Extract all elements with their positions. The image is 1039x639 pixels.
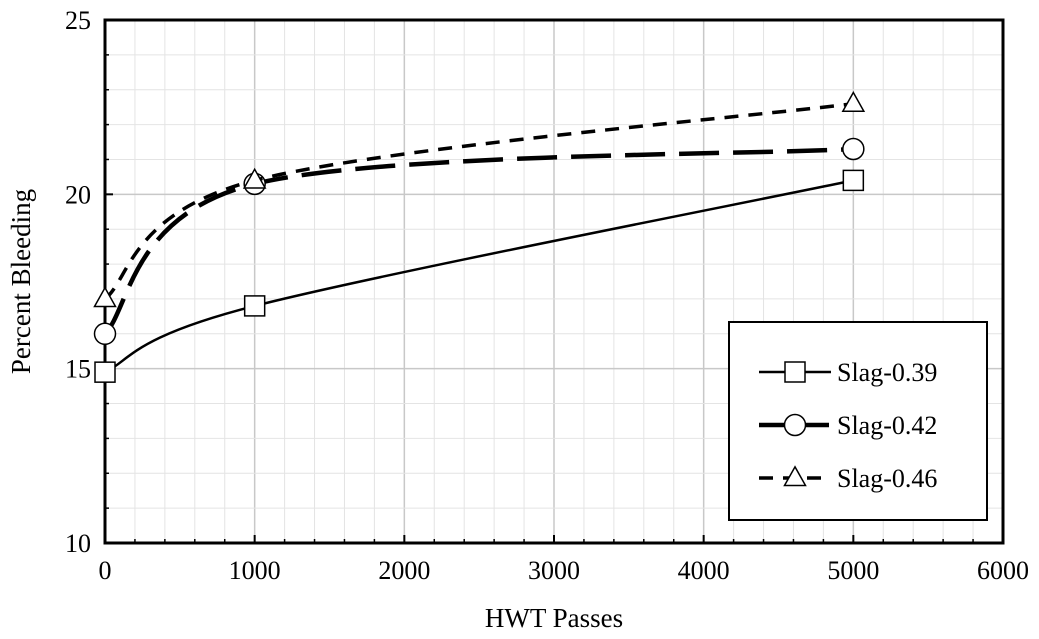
axis-labels: 0 1000 2000 3000 4000 5000 6000 10 15 20 25 (65, 6, 1029, 585)
series-Slag-0.46 (93, 90, 866, 308)
legend-label: Slag-0.42 (837, 411, 937, 440)
legend-item: Slag-0.46 (759, 464, 937, 493)
x-tick-label: 4000 (678, 556, 730, 585)
legend-marker-triangle (783, 465, 807, 487)
legend-marker-circle (783, 413, 807, 437)
y-tick-label: 25 (65, 6, 91, 35)
data-point-square (94, 361, 116, 383)
series-line (103, 146, 854, 336)
data-point-circle (93, 322, 117, 346)
x-tick-label: 5000 (827, 556, 879, 585)
series-line (103, 101, 854, 301)
x-tick-label: 6000 (977, 556, 1029, 585)
legend-label: Slag-0.39 (837, 358, 937, 387)
y-tick-label: 15 (65, 355, 91, 384)
data-point-triangle (242, 167, 267, 189)
data-point-circle (842, 137, 865, 161)
series-layer (93, 90, 866, 383)
y-tick-label: 10 (65, 529, 91, 558)
x-tick-label: 3000 (528, 556, 580, 585)
legend-item: Slag-0.39 (759, 358, 937, 387)
data-point-triangle (93, 286, 117, 308)
legend-item: Slag-0.42 (759, 411, 937, 440)
legend-marker-square (784, 361, 806, 383)
data-point-square (243, 295, 266, 317)
x-tick-label: 1000 (229, 556, 281, 585)
x-tick-label: 2000 (378, 556, 430, 585)
x-tick-label: 0 (99, 556, 112, 585)
series-Slag-0.39 (94, 169, 865, 383)
y-tick-label: 20 (65, 180, 91, 209)
legend-box (728, 321, 988, 521)
data-point-triangle (841, 90, 866, 112)
data-point-square (842, 169, 865, 192)
y-axis-title: Percent Bleeding (6, 189, 36, 374)
legend: Slag-0.39 Slag-0.42 Slag-0.46 (728, 321, 988, 521)
legend-label: Slag-0.46 (837, 464, 937, 493)
x-axis-title: HWT Passes (485, 603, 623, 633)
series-line (104, 179, 854, 374)
